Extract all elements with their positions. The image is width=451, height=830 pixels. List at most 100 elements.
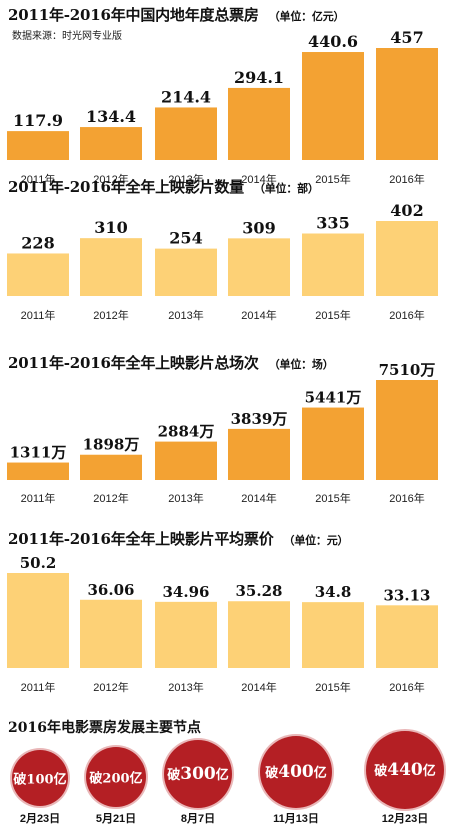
chart-film-count: 228 2011年 310 2012年 254 2013年 309 2014年 335 2015年… [7, 201, 438, 322]
milestone-date-3: 8月7日 [180, 813, 216, 825]
bar-3 [155, 441, 217, 480]
bar-5 [302, 52, 364, 160]
category-label-5: 2015年 [315, 680, 350, 694]
bar-5 [302, 602, 364, 668]
bar-6 [376, 221, 438, 296]
category-label-2: 2012年 [93, 308, 128, 322]
bar-3 [155, 248, 217, 296]
bar-5 [302, 407, 364, 480]
value-label-3: 214.4 [161, 87, 211, 106]
value-label-4: 309 [242, 218, 275, 237]
milestone-date-5: 12月23日 [381, 813, 429, 825]
value-label-2: 36.06 [88, 581, 135, 599]
chart4-unit: （单位：元） [283, 534, 349, 547]
chart4-title-row: 2011年-2016年全年上映影片平均票价 （单位：元） [8, 528, 349, 549]
milestone-circle-3 [164, 740, 232, 808]
value-label-2: 134.4 [86, 107, 136, 126]
bar-1 [7, 253, 69, 296]
category-label-3: 2013年 [168, 172, 203, 186]
milestone-circle-2 [86, 747, 146, 807]
bar-4 [228, 87, 290, 160]
category-label-2: 2012年 [93, 491, 128, 505]
bar-1 [7, 462, 69, 480]
category-label-2: 2012年 [93, 680, 128, 694]
value-label-5: 5441万 [305, 389, 362, 407]
bar-4 [228, 601, 290, 668]
milestone-label-1: 破100亿 [13, 772, 67, 788]
category-label-6: 2016年 [389, 308, 424, 322]
bar-1 [7, 131, 69, 160]
bar-1 [7, 573, 69, 668]
value-label-2: 310 [94, 218, 127, 237]
category-label-5: 2015年 [315, 491, 350, 505]
category-label-4: 2014年 [241, 491, 276, 505]
bar-3 [155, 601, 217, 668]
category-label-3: 2013年 [168, 491, 203, 505]
value-label-4: 35.28 [236, 582, 283, 600]
category-label-6: 2016年 [389, 680, 424, 694]
chart3-unit: （单位：场） [268, 358, 334, 371]
milestone-circle-4 [260, 736, 332, 808]
category-label-5: 2015年 [315, 172, 350, 186]
category-label-3: 2013年 [168, 680, 203, 694]
chart3-title-row: 2011年-2016年全年上映影片总场次 （单位：场） [8, 352, 334, 373]
bar-2 [80, 599, 142, 668]
milestone-date-2: 5月21日 [95, 813, 137, 825]
value-label-1: 228 [21, 233, 54, 252]
value-label-1: 1311万 [10, 444, 67, 462]
category-label-2: 2012年 [93, 172, 128, 186]
bar-5 [302, 233, 364, 296]
value-label-5: 34.8 [315, 583, 352, 601]
bar-2 [80, 127, 142, 160]
bar-4 [228, 238, 290, 296]
milestone-label-3: 破300亿 [167, 764, 229, 784]
category-label-1: 2011年 [21, 172, 56, 186]
category-label-1: 2011年 [21, 491, 56, 505]
milestone-date-4: 11月13日 [273, 813, 319, 825]
value-label-3: 2884万 [158, 423, 215, 441]
value-label-4: 3839万 [231, 410, 288, 428]
chart1-title-row: 2011年-2016年中国内地年度总票房 （单位：亿元） [8, 4, 345, 25]
value-label-3: 34.96 [163, 583, 210, 601]
value-label-6: 33.13 [384, 586, 431, 604]
chart1-title: 2011年-2016年中国内地年度总票房 [8, 6, 259, 24]
value-label-6: 457 [390, 28, 423, 47]
bar-6 [376, 48, 438, 160]
bar-6 [376, 380, 438, 480]
bar-6 [376, 605, 438, 668]
milestone-label-2: 破200亿 [89, 771, 143, 787]
value-label-1: 50.2 [20, 554, 57, 572]
chart2-title-row: 2011年-2016年全年上映影片数量 （单位：部） [8, 176, 319, 197]
category-label-1: 2011年 [21, 680, 56, 694]
value-label-1: 117.9 [13, 111, 63, 130]
category-label-4: 2014年 [241, 308, 276, 322]
milestone-label-5: 破440亿 [374, 760, 436, 780]
chart2-unit: （单位：部） [253, 182, 319, 195]
chart-box-office: 117.9 2011年 134.4 2012年 214.4 2013年 294.1 2014年… [7, 28, 438, 186]
category-label-1: 2011年 [21, 308, 56, 322]
milestone-circle-5 [366, 731, 444, 809]
chart4-title: 2011年-2016年全年上映影片平均票价 [8, 530, 274, 548]
milestone-date-1: 2月23日 [19, 813, 61, 825]
value-label-4: 294.1 [234, 68, 284, 87]
chart1-unit: （单位：亿元） [268, 10, 345, 23]
milestones-title: 2016年电影票房发展主要节点 [8, 720, 201, 736]
bar-4 [228, 428, 290, 480]
category-label-4: 2014年 [241, 680, 276, 694]
milestone-label-4: 破400亿 [265, 762, 327, 782]
data-source: 数据来源：时光网专业版 [12, 31, 122, 42]
value-label-6: 7510万 [379, 361, 436, 379]
value-label-5: 335 [316, 214, 349, 233]
chart-avg-price: 50.2 2011年 36.06 2012年 34.96 2013年 35.28 2014年 3… [7, 554, 438, 694]
milestone-circle-1 [12, 750, 68, 806]
category-label-6: 2016年 [389, 172, 424, 186]
value-label-6: 402 [390, 201, 423, 220]
category-label-6: 2016年 [389, 491, 424, 505]
bar-3 [155, 107, 217, 160]
chart3-title: 2011年-2016年全年上映影片总场次 [8, 354, 259, 372]
chart-screenings: 1311万 2011年 1898万 2012年 2884万 2013年 3839万 2014年… [7, 361, 438, 505]
category-label-4: 2014年 [241, 172, 276, 186]
value-label-5: 440.6 [308, 32, 358, 51]
value-label-3: 254 [169, 229, 202, 248]
chart2-title: 2011年-2016年全年上映影片数量 [8, 178, 244, 196]
